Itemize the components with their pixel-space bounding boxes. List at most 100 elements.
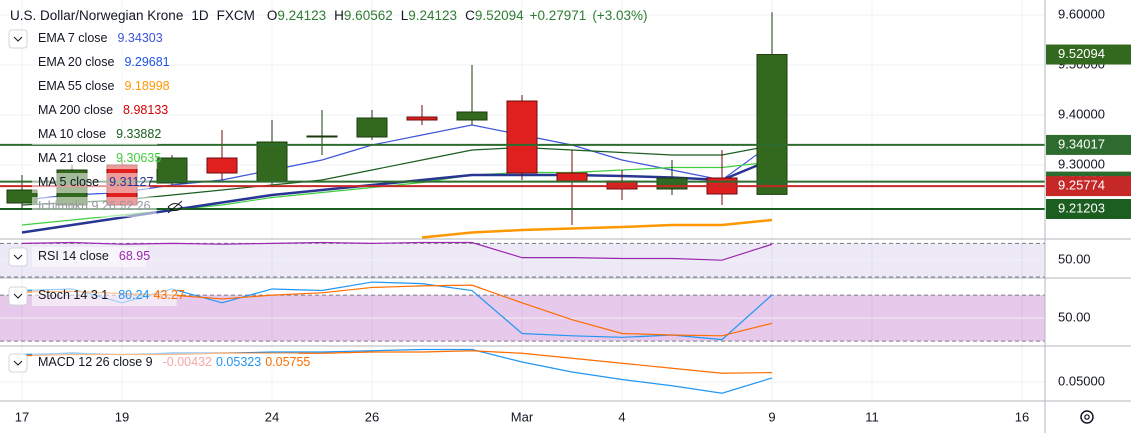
text-part: 9.60562 (344, 8, 393, 23)
legend-text: MA 200 close 8.98133 (38, 103, 168, 117)
price-badge (1046, 134, 1131, 155)
price-badge-label: 9.34017 (1058, 136, 1105, 151)
legend-bg (32, 29, 159, 49)
candle-body (406, 116, 438, 121)
text-part: -0.00432 (163, 355, 212, 369)
y-tick-label: 50.00 (1058, 310, 1091, 325)
chevron[interactable] (13, 293, 23, 299)
legend-row[interactable]: EMA 7 close 9.34303 (8, 29, 163, 49)
collapse-button[interactable] (8, 29, 28, 49)
text-part: RSI 14 close (38, 249, 109, 263)
chevron[interactable] (13, 254, 23, 260)
text-part: +0.27971 (530, 8, 587, 23)
text-part: 9.34303 (117, 31, 162, 45)
visibility-icon[interactable] (167, 200, 183, 214)
legend-row[interactable]: MA 200 close 8.98133 (32, 101, 168, 121)
legend-text: Stoch 14 3 1 80.24 43.27 (38, 288, 185, 302)
text-part: C (465, 8, 475, 23)
legend-text: EMA 55 close 9.18998 (38, 79, 170, 93)
text-part: H (334, 8, 344, 23)
legend-row[interactable]: MA 10 close 9.33882 (32, 125, 161, 145)
candle-body (256, 141, 288, 183)
legend-row[interactable]: RSI 14 close 68.95 (8, 247, 150, 267)
text-part: L (401, 8, 409, 23)
legend-text: MA 5 close 9.31127 (38, 175, 153, 189)
candle-body (306, 135, 338, 138)
text-part: MA 5 close (38, 175, 99, 189)
text-part: 9.24123 (408, 8, 457, 23)
text-part: 9.33882 (116, 127, 161, 141)
text-part: MACD 12 26 close 9 (38, 355, 153, 369)
legend-row[interactable]: MA 5 close 9.31127 (32, 173, 153, 193)
legend-bg (32, 101, 165, 121)
gear[interactable] (1080, 410, 1094, 424)
legend-text: MA 10 close 9.33882 (38, 127, 161, 141)
y-tick-label: 9.60000 (1058, 6, 1105, 21)
legend-bg (32, 286, 177, 306)
text-part: 0.05323 (216, 355, 261, 369)
text-part: EMA 20 close (38, 55, 114, 69)
price-badge (1046, 176, 1131, 197)
candle-body (656, 177, 688, 190)
candle-body (156, 157, 188, 184)
indicator-line (21, 241, 773, 261)
candle-body (206, 157, 238, 174)
candle-body (556, 172, 588, 182)
legend-text: MACD 12 26 close 9 -0.00432 0.05323 0.05755 (38, 355, 310, 369)
price-badge-label: 9.21203 (1058, 200, 1105, 215)
legend-row[interactable]: EMA 55 close 9.18998 (32, 77, 170, 97)
panes (0, 0, 1045, 400)
legend-bg (32, 173, 150, 193)
text-part: 9.30635 (116, 151, 161, 165)
legend-row[interactable]: EMA 20 close 9.29681 (32, 53, 170, 73)
settings-icon[interactable] (1080, 410, 1094, 424)
legend-text: Ichimoku 9 26 52 26 (38, 199, 151, 213)
legend-text: RSI 14 close 68.95 (38, 249, 150, 263)
candle-body (756, 54, 788, 195)
legend-bg (32, 353, 299, 373)
text-part: U.S. Dollar/Norwegian Krone (10, 8, 183, 23)
x-tick-label: 26 (365, 409, 379, 424)
text-part: 9.31127 (109, 175, 153, 189)
price-badge-label: 9.25774 (1058, 178, 1105, 193)
text-part: MA 10 close (38, 127, 106, 141)
text-part: (+3.03%) (592, 8, 647, 23)
x-tick-label: 19 (115, 409, 129, 424)
text-part: O (267, 8, 278, 23)
legend-bg (32, 197, 157, 217)
collapse-button[interactable] (8, 247, 28, 267)
text-part: EMA 7 close (38, 31, 108, 45)
y-tick-label: 9.40000 (1058, 106, 1105, 121)
legend-row[interactable]: MACD 12 26 close 9 -0.00432 0.05323 0.05755 (8, 353, 310, 373)
text-part: MA 21 close (38, 151, 106, 165)
gear-hub[interactable] (1084, 414, 1090, 420)
text-part: 68.95 (119, 249, 150, 263)
legend-row[interactable]: Ichimoku 9 26 52 26 (32, 197, 157, 217)
legend-bg (32, 125, 158, 145)
text-part: Ichimoku 9 26 52 26 (38, 199, 151, 213)
collapse-button[interactable] (8, 286, 28, 306)
y-tick-label: 50.00 (1058, 252, 1091, 267)
legend-row[interactable]: Stoch 14 3 1 80.24 43.27 (8, 286, 185, 306)
legend-row[interactable]: MA 21 close 9.30635 (32, 149, 161, 169)
text-part: EMA 55 close (38, 79, 114, 93)
legend-text: EMA 20 close 9.29681 (38, 55, 170, 69)
text-part: Stoch 14 3 1 (38, 288, 108, 302)
y-tick-label: 0.05000 (1058, 373, 1105, 388)
x-tick-label: 16 (1015, 409, 1029, 424)
legend-text: MA 21 close 9.30635 (38, 151, 161, 165)
text-part: 9.52094 (475, 8, 524, 23)
header: U.S. Dollar/Norwegian Krone 1D FXCM O9.2412… (10, 8, 647, 23)
x-tick-label: 24 (265, 409, 279, 424)
chevron[interactable] (13, 36, 23, 42)
price-badge-label: 9.52094 (1058, 46, 1105, 61)
candle-body (356, 117, 388, 138)
text-part: 80.24 (118, 288, 149, 302)
chevron[interactable] (13, 360, 23, 366)
text-part: 9.18998 (124, 79, 169, 93)
collapse-button[interactable] (8, 353, 28, 373)
candle-body (456, 111, 488, 121)
text-part: MA 200 close (38, 103, 113, 117)
